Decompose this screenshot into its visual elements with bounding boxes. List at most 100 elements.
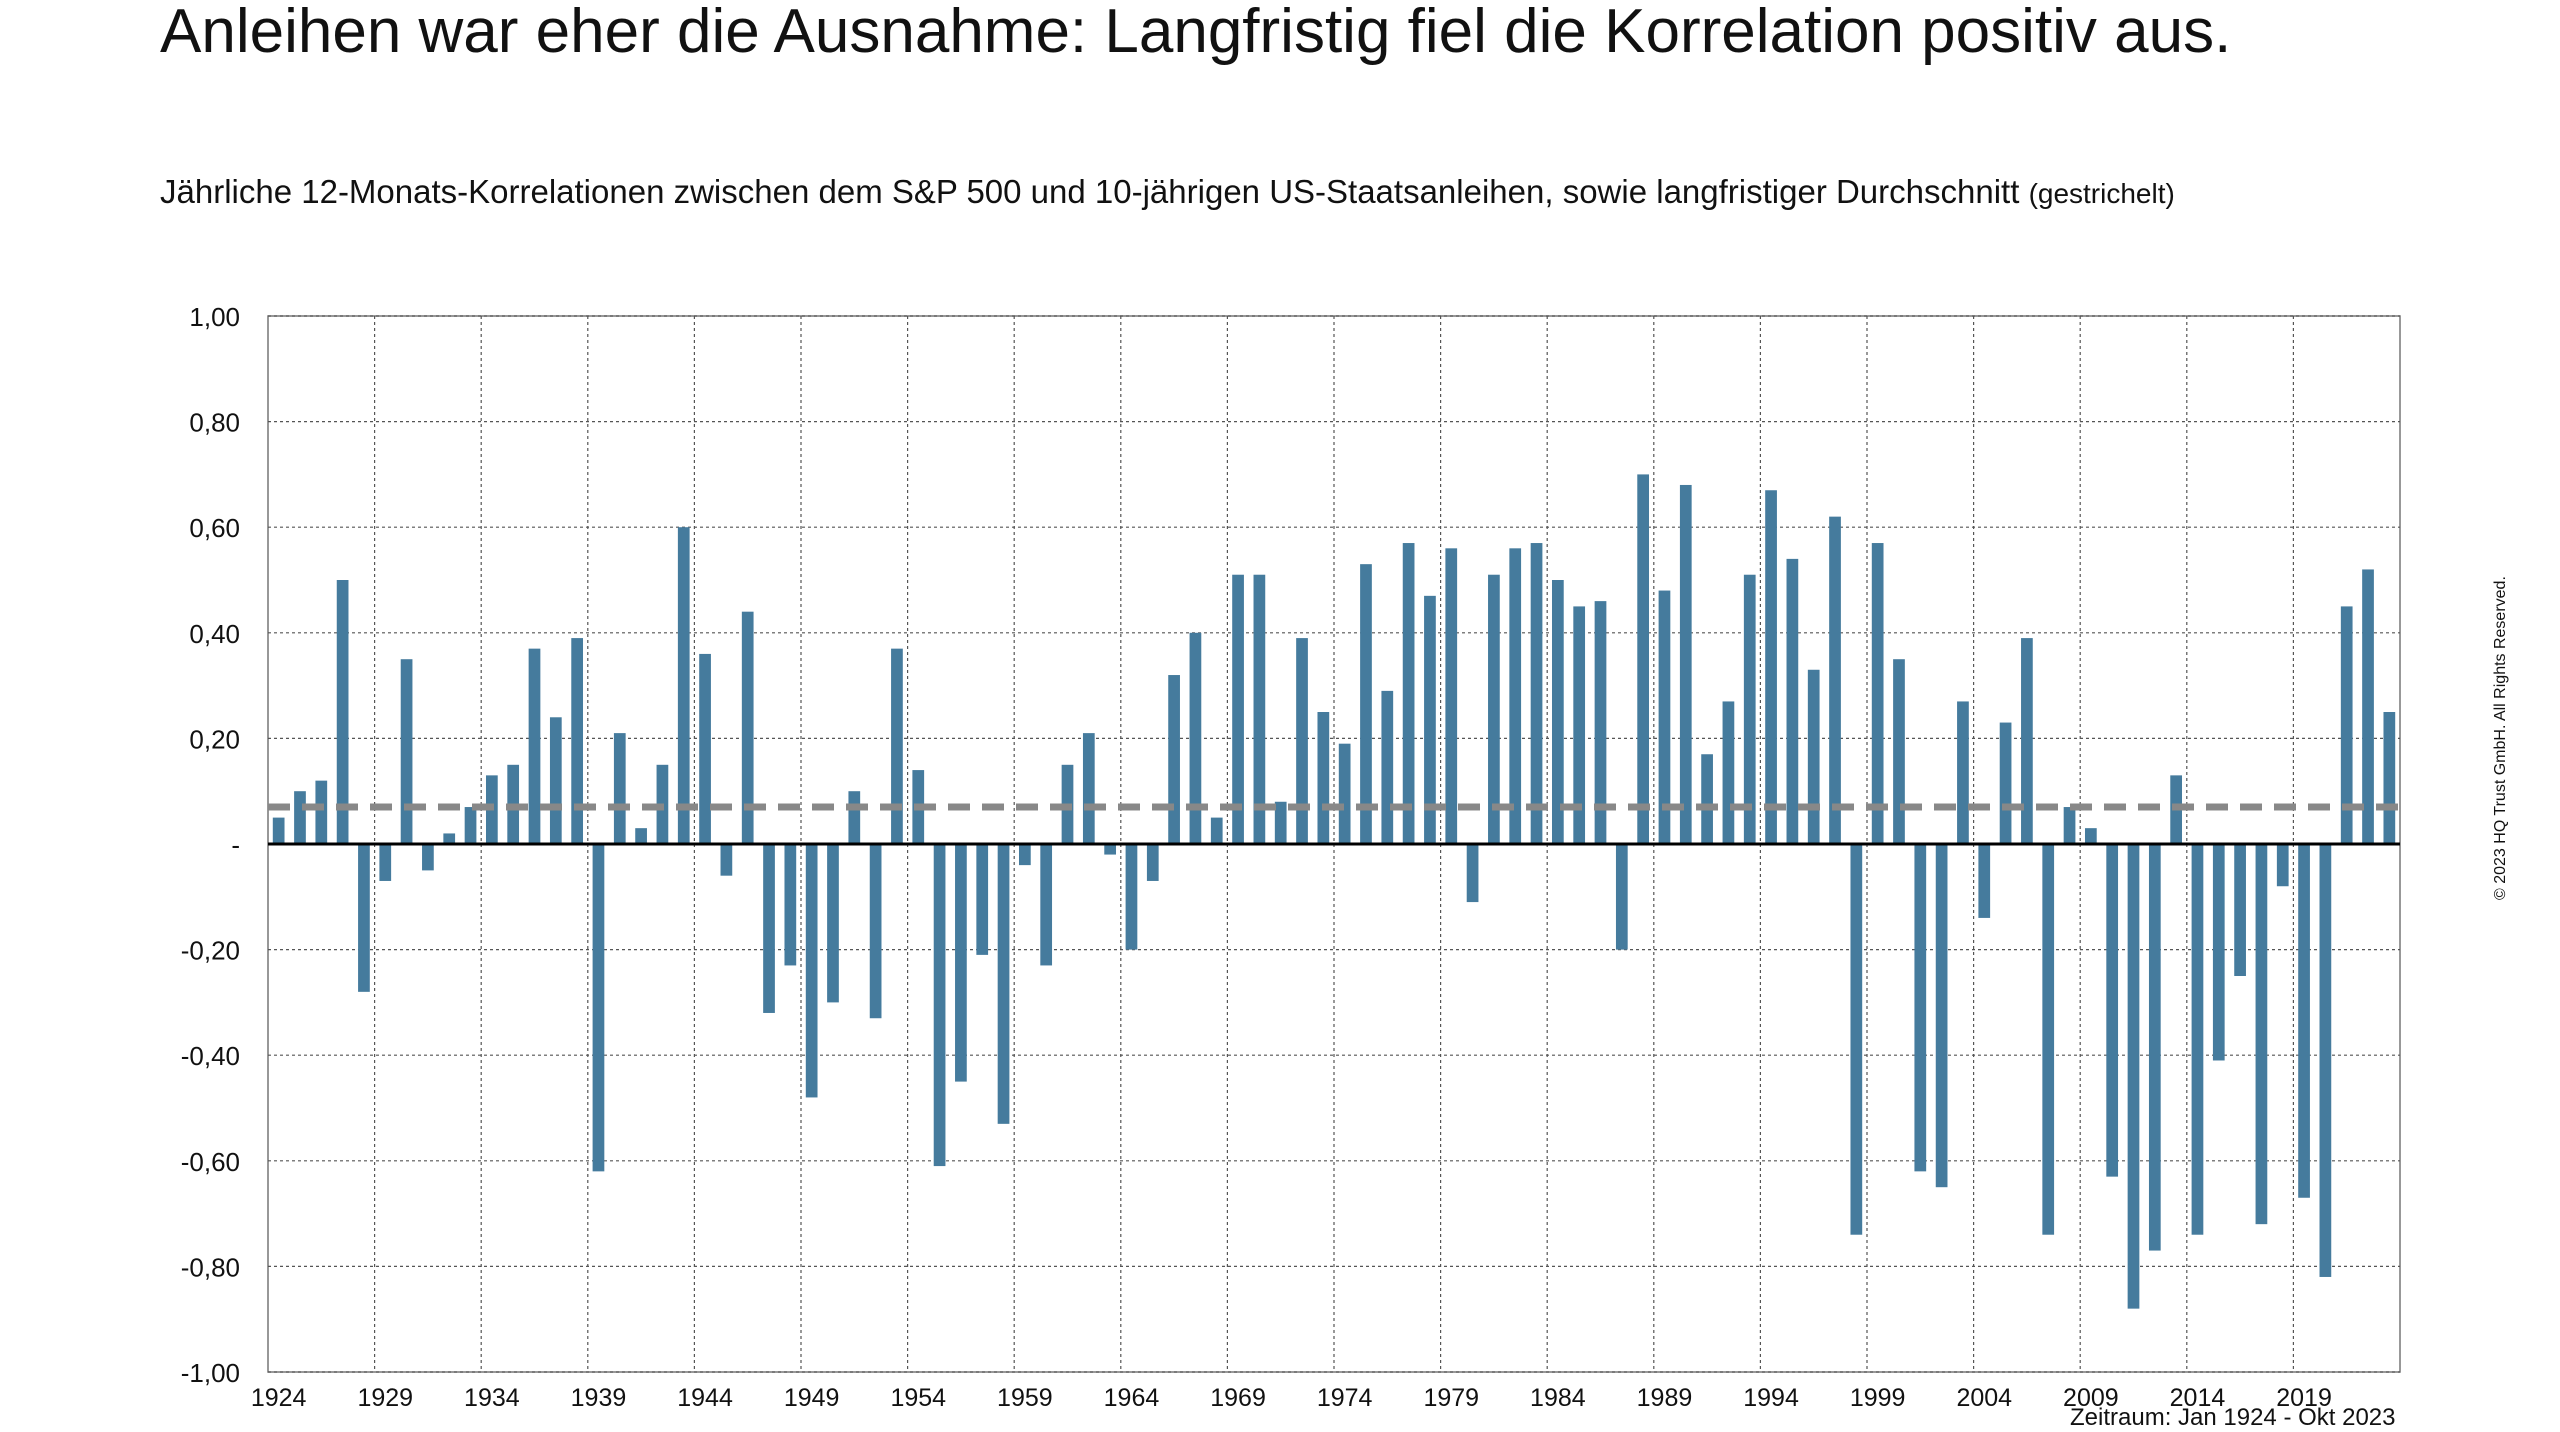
bar-1927 [336, 580, 349, 844]
period-note: Zeitraum: Jan 1924 - Okt 2023 [2070, 1404, 2396, 1431]
subtitle-note: (gestrichelt) [2028, 178, 2175, 209]
bar-1925 [294, 791, 306, 844]
y-tick-label: 0,40 [189, 619, 240, 649]
labels-layer: 1,00 0,80 0,60 0,40 0,20 - -0,20 -0,40 -0,60 -0,8… [181, 302, 2332, 1412]
y-tick-label: -0,80 [181, 1252, 240, 1282]
bar-1944 [699, 653, 711, 844]
bar-1950 [827, 844, 839, 1003]
x-tick-label: 1934 [464, 1384, 520, 1412]
bar-1980 [1466, 844, 1479, 903]
bar-1967 [1189, 632, 1202, 844]
bar-1984 [1551, 580, 1564, 844]
x-tick-label: 1959 [997, 1384, 1053, 1412]
x-tick-label: 2009 [2063, 1384, 2119, 1412]
bar-1997 [1829, 516, 1841, 844]
y-tick-label: -0,60 [181, 1147, 240, 1177]
x-tick-label: 1974 [1317, 1384, 1373, 1412]
bar-1932 [443, 833, 456, 844]
bar-1989 [1658, 590, 1671, 844]
bar-1979 [1445, 548, 1458, 844]
y-tick-label: 1,00 [189, 302, 240, 332]
bar-1937 [549, 717, 562, 844]
bar-1983 [1530, 543, 1543, 844]
bar-1951 [848, 791, 861, 844]
bar-2000 [1893, 659, 1905, 844]
bar-2022 [2362, 569, 2374, 844]
bar-2011 [2127, 844, 2140, 1309]
y-tick-label: 0,80 [189, 408, 240, 438]
y-tick-label: 0,60 [189, 513, 240, 543]
x-tick-label: 1984 [1530, 1384, 1586, 1412]
bar-1949 [805, 844, 818, 1098]
y-tick-label: -1,00 [181, 1358, 240, 1388]
bar-2021 [2340, 606, 2353, 844]
bar-1936 [528, 648, 541, 844]
bar-2001 [1914, 844, 1927, 1172]
y-tick-label: -0,20 [181, 936, 240, 966]
bar-1976 [1381, 690, 1394, 844]
bar-1929 [379, 844, 392, 881]
subtitle-main: Jährliche 12-Monats-Korrelationen zwisch… [160, 173, 2020, 210]
bar-1926 [315, 780, 328, 844]
bar-1971 [1274, 801, 1287, 844]
bar-1959 [1018, 844, 1031, 866]
bar-2003 [1957, 701, 1969, 844]
bar-1992 [1722, 701, 1735, 844]
lines-layer [268, 803, 2400, 846]
bar-1977 [1402, 543, 1415, 844]
bar-2016 [2234, 844, 2246, 976]
bar-1940 [613, 733, 626, 844]
bar-1975 [1360, 564, 1372, 844]
bar-2015 [2212, 844, 2225, 1061]
x-tick-label: 1969 [1210, 1384, 1266, 1412]
bar-1964 [1125, 844, 1138, 950]
bar-2009 [2084, 828, 2097, 844]
bar-1970 [1253, 574, 1266, 844]
x-tick-label: 1944 [677, 1384, 733, 1412]
bar-1952 [869, 844, 882, 1019]
bar-1933 [464, 807, 477, 844]
y-tick-label: -0,40 [181, 1041, 240, 1071]
x-tick-label: 1949 [784, 1384, 840, 1412]
bar-1985 [1573, 606, 1586, 844]
y-tick-label: 0,20 [189, 724, 240, 754]
bar-1941 [635, 828, 647, 844]
bar-1930 [400, 659, 413, 844]
bar-2002 [1935, 844, 1948, 1188]
bar-1993 [1743, 574, 1756, 844]
bar-1994 [1765, 490, 1777, 844]
bar-1956 [955, 844, 967, 1082]
bar-1978 [1424, 595, 1436, 844]
x-tick-label: 1989 [1637, 1384, 1693, 1412]
bar-1991 [1701, 754, 1713, 844]
bar-1946 [741, 611, 754, 844]
copyright-text: © 2023 HQ Trust GmbH. All Rights Reserve… [2492, 576, 2509, 900]
bar-1966 [1168, 675, 1180, 844]
bar-1999 [1871, 543, 1884, 844]
bar-2010 [2106, 844, 2119, 1177]
bar-1962 [1082, 733, 1095, 844]
bar-1928 [358, 844, 370, 992]
bar-1973 [1317, 712, 1330, 844]
x-tick-label: 1994 [1743, 1384, 1799, 1412]
bar-1955 [933, 844, 946, 1167]
bar-1965 [1146, 844, 1159, 881]
bar-2017 [2255, 844, 2268, 1225]
bar-1990 [1679, 484, 1692, 844]
x-tick-label: 2004 [1956, 1384, 2012, 1412]
bar-2012 [2148, 844, 2161, 1251]
bar-1957 [976, 844, 989, 955]
bar-1981 [1488, 574, 1500, 844]
bar-1986 [1594, 601, 1607, 844]
bar-2005 [1999, 722, 2012, 844]
x-tick-label: 1999 [1850, 1384, 1906, 1412]
bar-1958 [997, 844, 1010, 1124]
bar-2019 [2298, 844, 2310, 1198]
bar-1988 [1637, 474, 1650, 844]
bar-1947 [763, 844, 775, 1013]
bar-1939 [592, 844, 605, 1172]
bar-1943 [677, 527, 690, 844]
x-tick-label: 1979 [1423, 1384, 1479, 1412]
bar-1998 [1850, 844, 1863, 1235]
